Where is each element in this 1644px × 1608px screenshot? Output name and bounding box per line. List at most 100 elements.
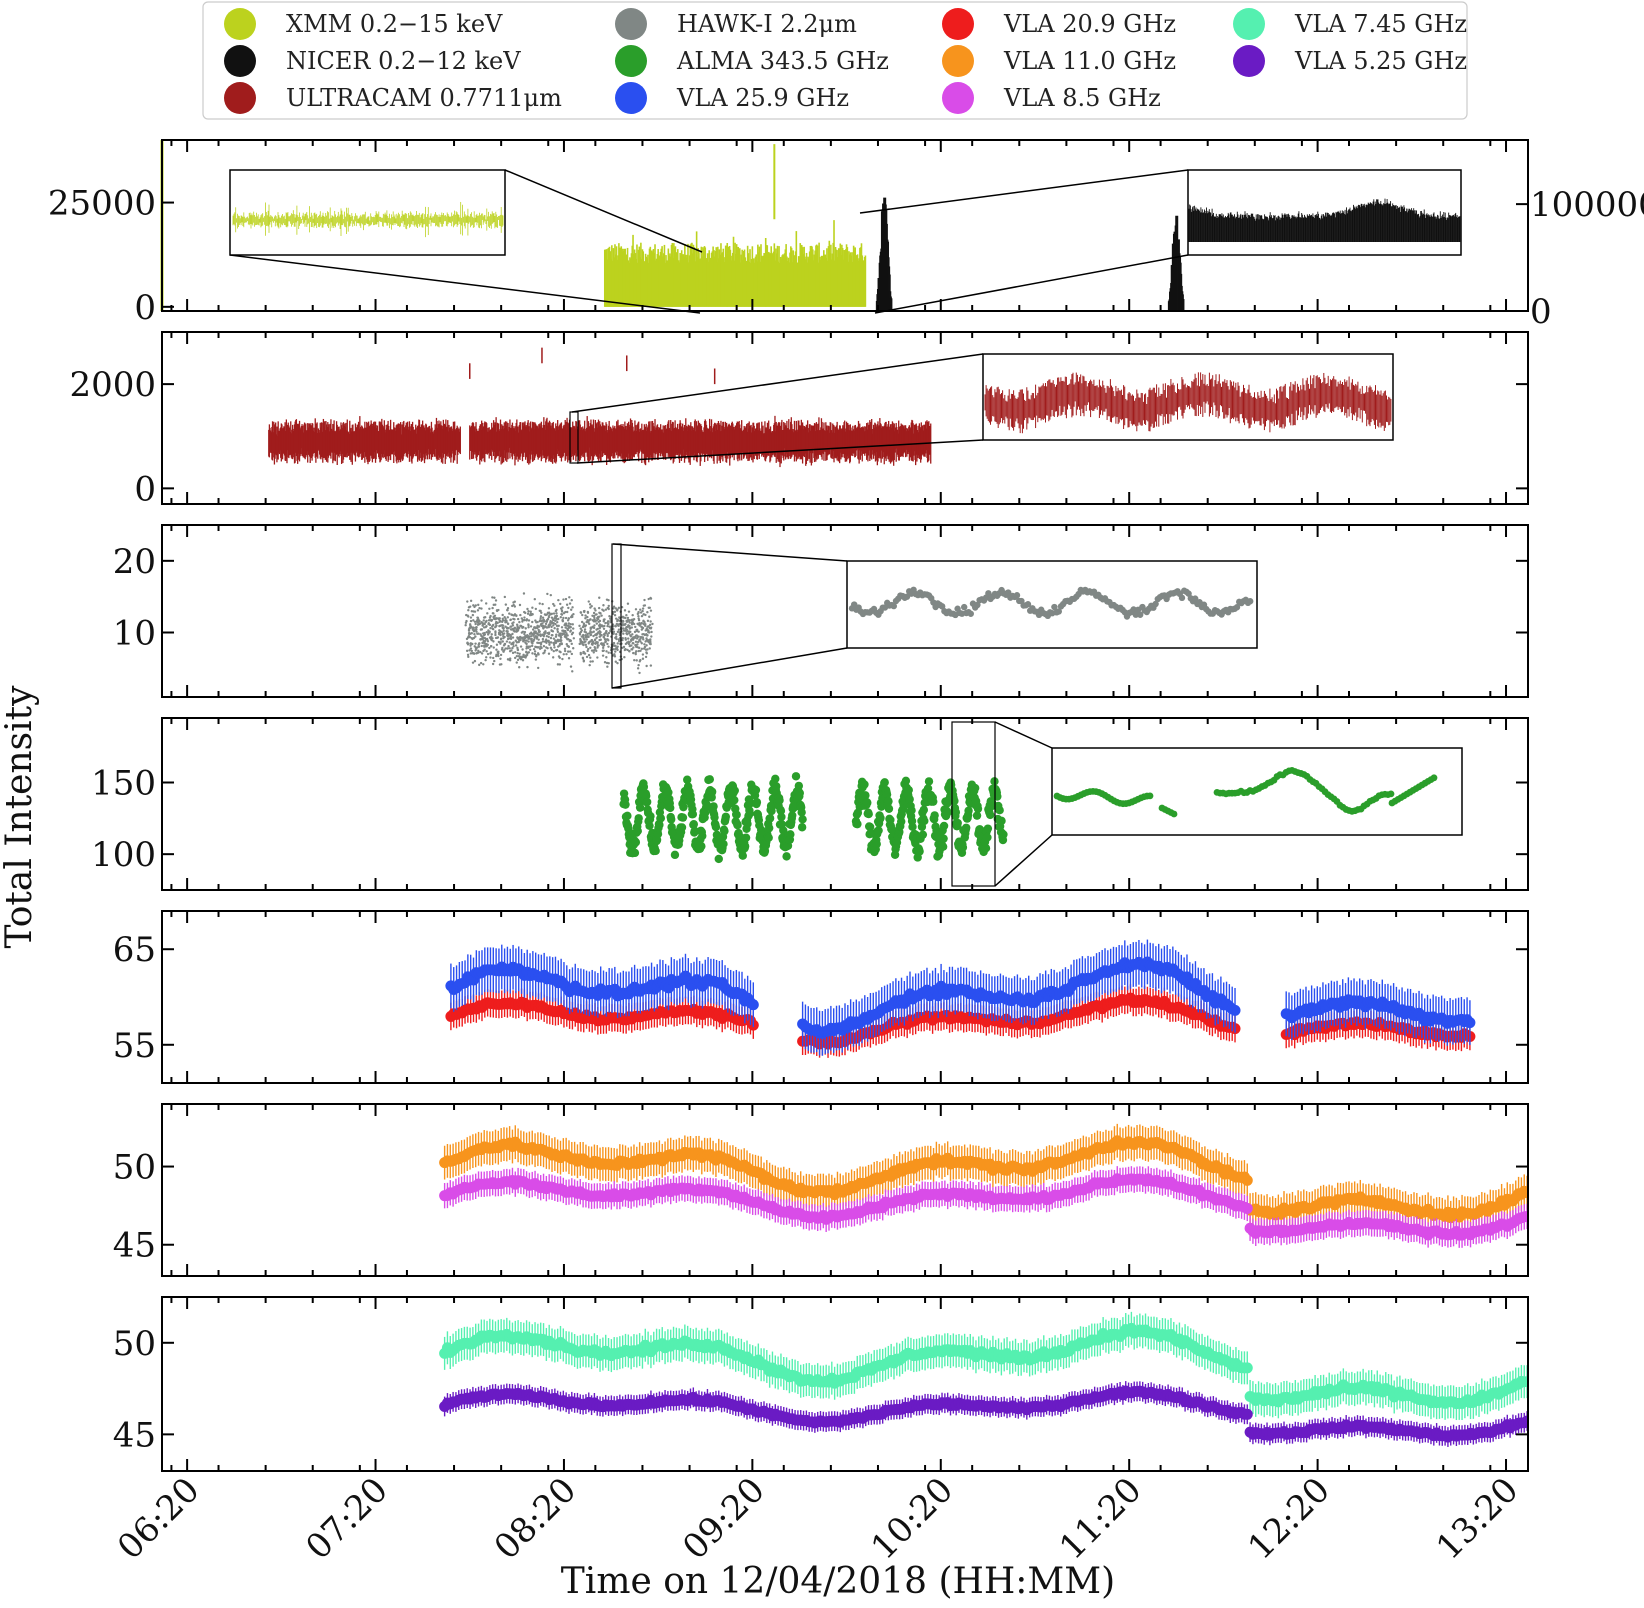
- hawki-point: [541, 602, 544, 606]
- hawki-point: [485, 619, 488, 623]
- hawki-point: [623, 609, 627, 612]
- hawki-point: [579, 611, 583, 614]
- hawki-point: [623, 656, 626, 659]
- alma-point: [775, 796, 784, 805]
- hawki-point: [630, 644, 633, 647]
- alma-point: [884, 804, 894, 813]
- hawki-point: [607, 604, 610, 608]
- hawki-point: [511, 624, 515, 627]
- hawki-point: [480, 644, 483, 648]
- hawki-point: [533, 650, 537, 653]
- hawki-point: [550, 641, 553, 644]
- hawki-point: [546, 647, 549, 650]
- hawki-point: [637, 611, 640, 615]
- hawki-point: [478, 642, 481, 645]
- hawki-point: [558, 663, 562, 666]
- hawki-point: [537, 641, 541, 645]
- hawki-point: [605, 656, 608, 659]
- hawki-point: [522, 653, 525, 657]
- hawki-point: [626, 648, 629, 652]
- alma-point: [794, 781, 804, 791]
- hawki-point: [547, 612, 551, 615]
- hawki-point: [578, 633, 582, 636]
- hawki-point: [540, 646, 543, 650]
- hawki-point: [536, 620, 539, 624]
- hawki-point: [592, 611, 596, 615]
- hawki-point: [642, 638, 645, 641]
- alma-point: [864, 809, 873, 819]
- alma-point: [920, 816, 929, 826]
- hawki-point: [569, 608, 573, 611]
- hawki-point: [541, 640, 545, 643]
- hawki-point: [600, 614, 603, 617]
- legend: XMM 0.2−15 keV NICER 0.2−12 keV ULTRACAM 0…: [202, 1, 1468, 120]
- hawki-point: [513, 651, 517, 654]
- hawki-point: [579, 639, 582, 642]
- hawki-point: [637, 619, 641, 622]
- hawki-point: [493, 596, 496, 599]
- hawki-point: [474, 635, 477, 638]
- series-nicer: [875, 197, 1185, 311]
- hawki-point: [480, 652, 484, 655]
- hawki-point: [532, 640, 535, 643]
- hawki-point: [531, 620, 534, 624]
- hawki-point: [534, 607, 538, 611]
- hawki-point: [635, 637, 639, 640]
- hawki-point: [519, 645, 523, 648]
- hawki-point: [650, 635, 653, 638]
- hawki-point: [644, 613, 647, 617]
- hawki-point: [615, 633, 618, 636]
- hawki-point: [515, 623, 519, 626]
- hawki-point: [483, 622, 486, 625]
- hawki-point: [591, 660, 594, 663]
- hawki-point: [473, 632, 476, 636]
- hawki-point: [495, 648, 498, 651]
- hawki-point: [525, 642, 528, 645]
- hawki-point: [639, 649, 642, 652]
- hawki-point: [489, 651, 493, 654]
- hawki-point: [583, 638, 586, 641]
- y-tick-label: 20: [113, 542, 156, 582]
- alma-point: [698, 831, 707, 841]
- hawki-point: [541, 616, 545, 619]
- legend-label: NICER 0.2−12 keV: [286, 47, 521, 75]
- hawki-point: [531, 613, 534, 616]
- hawki-point: [584, 631, 588, 634]
- hawki-point: [587, 600, 590, 603]
- hawki-point: [521, 648, 524, 651]
- hawki-point: [523, 618, 526, 622]
- hawki-point: [588, 663, 591, 667]
- hawki-point: [609, 619, 612, 622]
- y-tick-label: 2000: [69, 365, 156, 405]
- hawki-point: [596, 656, 599, 659]
- y-tick-label: 25000: [48, 184, 156, 224]
- hawki-point: [641, 653, 645, 656]
- hawki-point: [595, 613, 598, 616]
- hawki-point: [507, 627, 510, 630]
- hawki-point: [538, 630, 541, 634]
- hawki-point: [569, 650, 572, 653]
- legend-marker: [615, 8, 647, 40]
- hawki-point: [505, 640, 509, 643]
- hawki-point: [607, 599, 610, 602]
- hawki-point: [523, 630, 527, 634]
- hawki-point: [631, 633, 634, 636]
- hawki-point: [649, 620, 652, 623]
- alma-point: [711, 822, 721, 832]
- hawki-point: [550, 648, 553, 651]
- hawki-point: [634, 652, 637, 656]
- hawki-point: [638, 671, 641, 675]
- alma-point: [951, 807, 961, 817]
- hawki-point: [513, 618, 516, 621]
- alma-point: [631, 838, 641, 847]
- hawki-point: [598, 615, 601, 618]
- alma-point: [876, 813, 885, 823]
- hawki-point: [486, 643, 489, 647]
- legend-marker: [942, 8, 974, 40]
- hawki-point: [621, 627, 625, 630]
- hawki-point: [584, 617, 587, 620]
- hawki-point: [527, 646, 530, 649]
- legend-marker: [615, 82, 647, 114]
- alma-point: [904, 785, 913, 795]
- hawki-point: [640, 621, 643, 625]
